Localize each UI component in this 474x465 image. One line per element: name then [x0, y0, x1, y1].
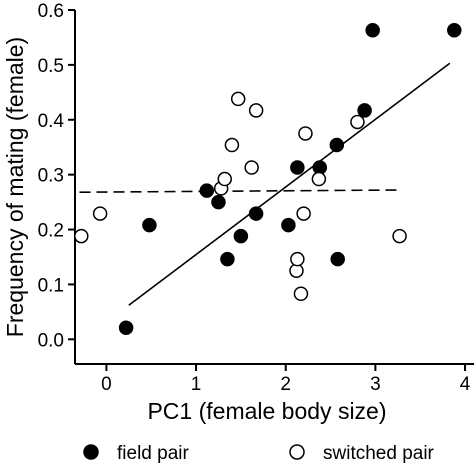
point-field-pair	[447, 23, 462, 38]
x-axis-ticks: 0 1 2 3 4	[101, 364, 471, 395]
point-field-pair	[290, 160, 305, 175]
point-switched-pair	[74, 228, 89, 244]
x-tick-label: 3	[370, 374, 381, 395]
y-tick-label: 0.4	[38, 111, 65, 132]
fit-line-field-pair	[128, 62, 451, 306]
point-switched-pair	[350, 114, 365, 130]
point-field-pair	[118, 320, 134, 336]
point-field-pair	[211, 194, 226, 210]
fit-line-switched-pair	[79, 189, 398, 194]
point-switched-pair	[244, 160, 259, 175]
point-field-pair	[220, 251, 235, 267]
legend-label-field-pair: field pair	[117, 443, 189, 464]
point-switched-pair	[290, 251, 305, 267]
y-axis-ticks: 0.0 0.1 0.2 0.3 0.4 0.5 0.6	[38, 1, 75, 351]
legend: field pair switched pair	[83, 443, 435, 464]
legend-marker-field-pair	[83, 444, 99, 460]
point-switched-pair	[92, 206, 108, 221]
point-field-pair	[281, 217, 296, 233]
point-field-pair	[357, 103, 372, 118]
point-field-pair	[329, 137, 345, 153]
y-tick-label: 0.5	[38, 56, 64, 77]
y-tick-label: 0.3	[38, 166, 64, 187]
point-switched-pair	[296, 206, 311, 221]
legend-marker-switched-pair	[289, 444, 305, 460]
point-switched-pair	[224, 137, 240, 153]
x-tick-label: 4	[460, 374, 471, 395]
data-points	[74, 23, 462, 336]
y-tick-label: 0.1	[38, 275, 64, 296]
point-switched-pair	[248, 103, 264, 118]
point-switched-pair	[392, 228, 407, 244]
point-field-pair	[365, 23, 380, 38]
legend-label-switched-pair: switched pair	[323, 443, 435, 464]
point-switched-pair	[293, 286, 309, 301]
point-field-pair	[233, 228, 249, 244]
point-switched-pair	[298, 126, 313, 141]
x-tick-label: 1	[191, 374, 202, 395]
y-tick-label: 0.0	[38, 330, 64, 351]
x-tick-label: 2	[280, 374, 291, 395]
point-field-pair	[199, 183, 215, 198]
point-field-pair	[142, 217, 157, 233]
y-axis-title: Frequency of mating (female)	[2, 37, 28, 337]
y-tick-label: 0.2	[38, 221, 64, 242]
x-tick-label: 0	[101, 374, 112, 395]
point-field-pair	[248, 206, 264, 221]
point-switched-pair	[217, 171, 232, 187]
point-switched-pair	[311, 171, 327, 187]
y-tick-label: 0.6	[38, 1, 64, 22]
point-switched-pair	[230, 91, 246, 107]
plot-area: 0.0 0.1 0.2 0.3 0.4 0.5 0.6 0 1 2 3 4	[38, 1, 474, 395]
regression-lines	[79, 62, 451, 306]
point-field-pair	[330, 251, 345, 267]
x-axis-title: PC1 (female body size)	[147, 398, 386, 424]
